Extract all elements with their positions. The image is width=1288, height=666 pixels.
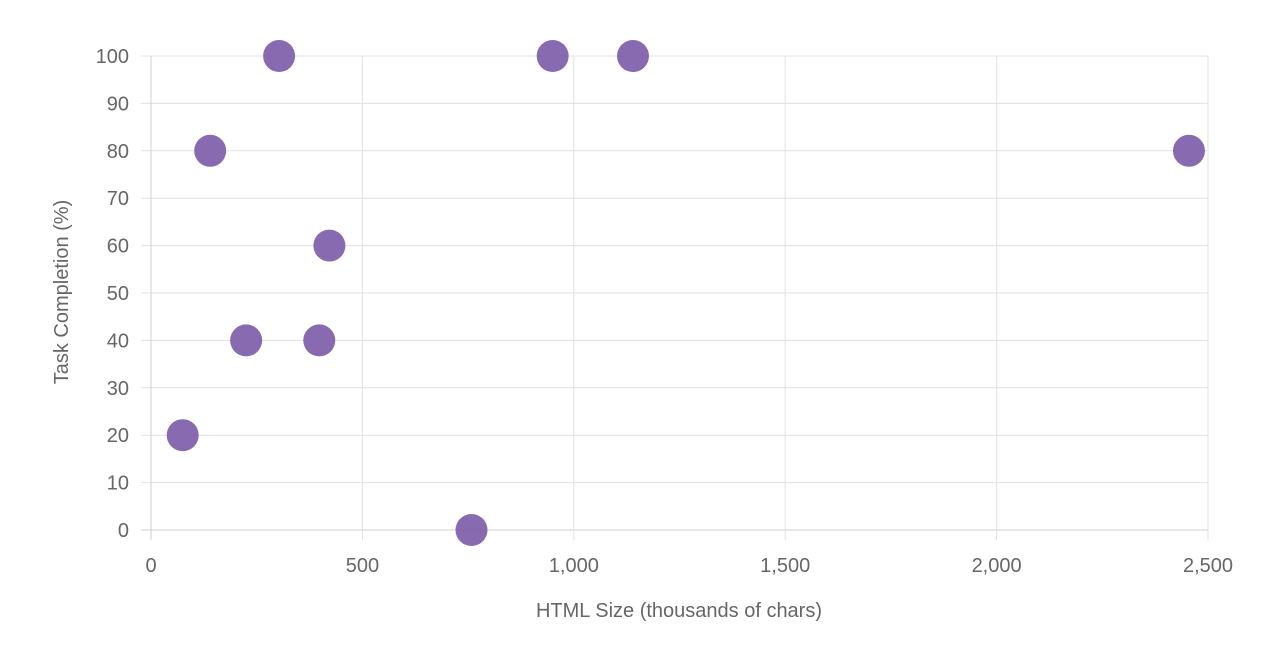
grid xyxy=(141,55,1209,540)
x-axis-title: HTML Size (thousands of chars) xyxy=(536,600,822,622)
x-axis-ticks: 0 500 1,000 1,500 2,000 2,500 xyxy=(145,555,1233,577)
data-point[interactable] xyxy=(313,229,346,262)
y-axis-title: Task Completion (%) xyxy=(51,200,73,385)
y-tick-label: 10 xyxy=(107,473,129,495)
y-tick-label: 40 xyxy=(107,330,129,352)
data-point[interactable] xyxy=(166,419,199,452)
y-tick-label: 20 xyxy=(107,425,129,447)
data-point[interactable] xyxy=(194,134,227,167)
data-points xyxy=(166,40,1205,546)
y-tick-label: 80 xyxy=(107,141,129,163)
x-tick-label: 2,500 xyxy=(1183,555,1233,577)
x-tick-label: 2,000 xyxy=(972,555,1022,577)
y-tick-label: 90 xyxy=(107,93,129,115)
y-tick-label: 30 xyxy=(107,378,129,400)
data-point[interactable] xyxy=(263,40,296,72)
data-point[interactable] xyxy=(455,514,488,546)
x-tick-label: 1,000 xyxy=(549,555,599,577)
x-tick-label: 0 xyxy=(145,555,156,577)
y-axis-ticks: 0 10 20 30 40 50 60 70 80 90 100 xyxy=(96,46,129,542)
y-tick-label: 70 xyxy=(107,188,129,210)
y-tick-label: 0 xyxy=(118,520,129,542)
data-point[interactable] xyxy=(303,324,336,357)
data-point[interactable] xyxy=(230,324,263,357)
y-tick-label: 100 xyxy=(96,46,129,68)
x-tick-label: 500 xyxy=(346,555,379,577)
y-tick-label: 50 xyxy=(107,283,129,305)
data-point[interactable] xyxy=(536,40,569,72)
y-tick-label: 60 xyxy=(107,236,129,258)
data-point[interactable] xyxy=(1172,134,1205,167)
data-point[interactable] xyxy=(616,40,649,72)
x-tick-label: 1,500 xyxy=(760,555,810,577)
